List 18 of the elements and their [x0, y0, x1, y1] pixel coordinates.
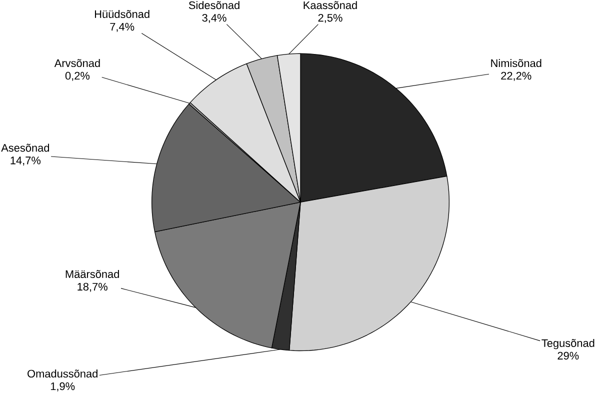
data-label: 1,9% — [50, 382, 75, 392]
data-label: 29% — [558, 352, 579, 360]
slice-label: Kaassõnad — [304, 1, 357, 10]
slice-label: Määrsõnad — [66, 270, 119, 278]
data-label: 3,4% — [202, 14, 226, 24]
slice-label: Sidesõnad — [188, 1, 240, 10]
slice-label: Omadussõnad — [28, 370, 98, 378]
slice-label: Asesõnad — [1, 144, 50, 152]
data-label: 22,2% — [501, 72, 532, 82]
data-label: 0,2% — [65, 72, 90, 82]
data-label: 18,7% — [78, 283, 108, 292]
data-label: 14,7% — [10, 156, 41, 166]
data-label: 2,5% — [318, 14, 342, 24]
slice-label: Tegusõnad — [542, 339, 594, 350]
slice-label: Arvsõnad — [54, 59, 100, 68]
data-label: 7,4% — [110, 23, 134, 32]
slice-label: Hüüdsõnad — [94, 10, 150, 18]
slice-label: Nimisõnad — [491, 59, 542, 68]
